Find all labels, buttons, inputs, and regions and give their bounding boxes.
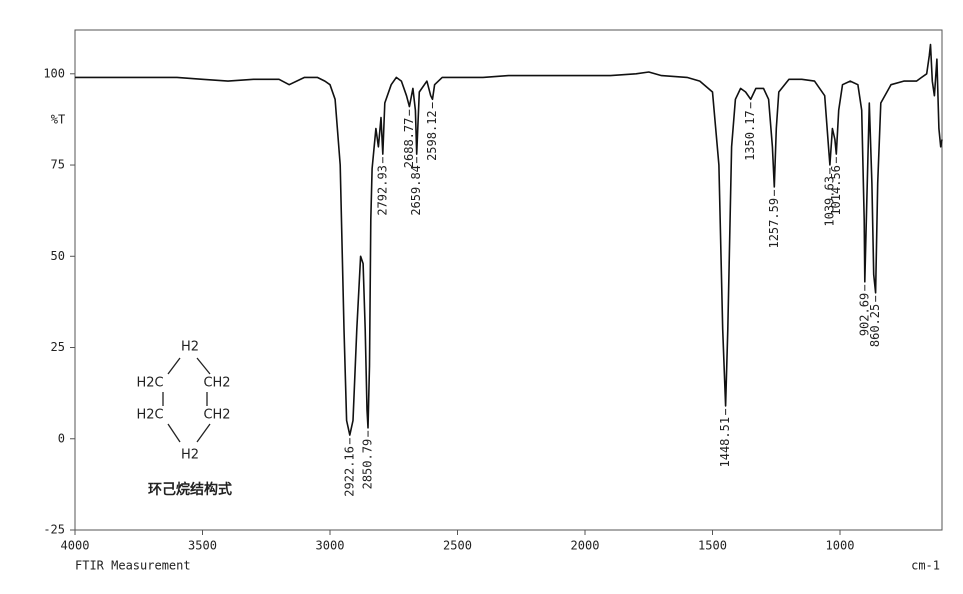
peak-label: 1014.56 bbox=[829, 165, 843, 216]
y-tick-label: 75 bbox=[51, 158, 65, 172]
structure-label: CH2 bbox=[203, 376, 230, 391]
x-tick-label: 1500 bbox=[698, 539, 727, 553]
x-tick-label: 2500 bbox=[443, 539, 472, 553]
peak-label: 2792.93 bbox=[375, 165, 389, 216]
peak-label: 2598.12 bbox=[425, 110, 439, 161]
bond bbox=[167, 357, 181, 375]
peak-label: 2688.77 bbox=[402, 118, 416, 169]
structure bbox=[162, 357, 211, 443]
peak-label: 2659.84 bbox=[409, 165, 423, 216]
x-tick-label: 3000 bbox=[316, 539, 345, 553]
structure-label: H2 bbox=[181, 340, 199, 355]
bond bbox=[196, 423, 211, 443]
footer-right: cm-1 bbox=[911, 559, 940, 573]
x-tick-label: 3500 bbox=[188, 539, 217, 553]
x-tick-label: 2000 bbox=[571, 539, 600, 553]
structure-label: H2C bbox=[136, 376, 163, 391]
plot-frame bbox=[74, 29, 943, 531]
peak-label: 2850.79 bbox=[361, 439, 375, 490]
peak-label: 1448.51 bbox=[718, 417, 732, 468]
peak-label: 2922.16 bbox=[342, 446, 356, 497]
y-axis-label: %T bbox=[51, 113, 65, 127]
peak-label: 860.25 bbox=[868, 304, 882, 347]
structure-label: H2C bbox=[136, 408, 163, 423]
y-tick-label: -25 bbox=[43, 523, 65, 537]
footer-left: FTIR Measurement bbox=[75, 559, 191, 573]
structure-label: CH2 bbox=[203, 408, 230, 423]
peak-label: 1350.17 bbox=[743, 110, 757, 161]
x-tick-label: 4000 bbox=[61, 539, 90, 553]
y-tick-label: 50 bbox=[51, 249, 65, 263]
y-tick-label: 0 bbox=[58, 431, 65, 445]
spectrum-line bbox=[75, 43, 943, 436]
structure-caption: 环己烷结构式 bbox=[148, 481, 232, 498]
x-tick-label: 1000 bbox=[826, 539, 855, 553]
structure-label: H2 bbox=[181, 448, 199, 463]
y-tick-label: 100 bbox=[43, 66, 65, 80]
peak-label: 1039.63 bbox=[822, 176, 836, 227]
bond bbox=[196, 357, 211, 375]
peak-label: 902.69 bbox=[857, 293, 871, 336]
y-tick-label: 25 bbox=[51, 340, 65, 354]
peak-label: 1257.59 bbox=[767, 198, 781, 249]
bond bbox=[167, 423, 181, 443]
